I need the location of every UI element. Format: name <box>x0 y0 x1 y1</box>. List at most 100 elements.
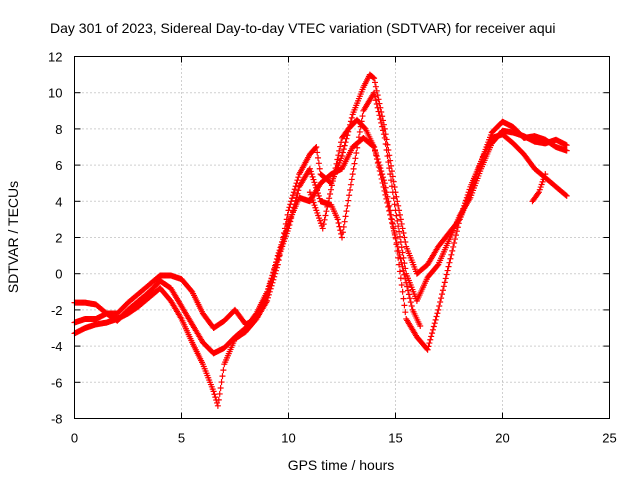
data-point-marker <box>429 326 436 333</box>
data-point-marker <box>270 269 277 276</box>
data-point-marker <box>392 235 399 242</box>
data-point-marker <box>452 236 459 243</box>
y-tick-label: 10 <box>48 86 62 101</box>
data-point-marker <box>316 165 323 172</box>
data-point-marker <box>386 207 393 214</box>
data-point-marker <box>217 384 224 391</box>
y-tick-label: -6 <box>51 375 63 390</box>
data-point-marker <box>349 171 356 178</box>
data-point-marker <box>395 223 402 230</box>
data-point-marker <box>337 143 344 150</box>
data-point-marker <box>291 186 298 193</box>
data-point-marker <box>432 316 439 323</box>
data-point-marker <box>339 153 345 160</box>
data-point-marker <box>401 271 408 278</box>
data-point-marker <box>372 83 379 90</box>
data-point-marker <box>280 236 287 243</box>
data-point-marker <box>400 229 407 236</box>
data-point-marker <box>388 215 395 222</box>
data-point-marker <box>396 268 403 275</box>
data-point-marker <box>326 195 333 202</box>
data-point-marker <box>395 247 402 254</box>
x-axis-label: GPS time / hours <box>288 457 395 473</box>
data-point-marker <box>327 190 334 197</box>
data-point-marker <box>400 295 407 302</box>
data-point-marker <box>390 195 397 202</box>
data-point-marker <box>401 234 408 241</box>
data-point-marker <box>382 191 389 198</box>
data-point-marker <box>315 154 322 161</box>
data-point-marker <box>295 174 302 181</box>
data-point-marker <box>385 159 392 166</box>
data-point-marker <box>339 234 345 241</box>
ticks-layer: 0 5 10 15 20 25 -8 -6 -4 -2 0 2 4 6 8 10 12 <box>48 50 617 446</box>
data-point-marker <box>279 239 286 246</box>
data-point-marker <box>388 183 395 190</box>
data-point-marker <box>307 168 314 175</box>
data-point-marker <box>351 160 358 167</box>
data-point-marker <box>382 140 389 147</box>
data-point-marker <box>380 127 387 134</box>
data-point-marker <box>425 343 432 350</box>
data-point-marker <box>308 171 315 178</box>
data-point-marker <box>534 190 541 197</box>
data-point-marker <box>353 150 360 157</box>
y-tick-label: 8 <box>55 122 62 137</box>
data-point-marker <box>334 156 341 163</box>
data-point-marker <box>435 306 442 313</box>
data-point-marker <box>385 203 392 210</box>
data-point-marker <box>384 199 391 206</box>
data-point-marker <box>450 243 457 250</box>
data-point-marker <box>375 108 382 115</box>
data-point-marker <box>563 147 570 154</box>
y-tick-label: -2 <box>51 303 63 318</box>
data-point-marker <box>289 195 296 202</box>
data-point-marker <box>417 322 424 329</box>
data-point-marker <box>269 272 276 279</box>
data-point-marker <box>451 240 458 247</box>
data-point-marker <box>332 165 339 172</box>
data-point-marker <box>448 251 455 258</box>
data-point-marker <box>436 302 443 309</box>
data-point-marker <box>273 259 280 266</box>
data-point-marker <box>340 223 347 230</box>
data-point-marker <box>376 167 383 174</box>
x-tick-label: 10 <box>281 431 295 446</box>
data-point-marker <box>388 177 395 184</box>
data-point-marker <box>345 197 352 204</box>
data-point-marker <box>395 202 402 209</box>
data-point-marker <box>344 202 351 209</box>
data-point-marker <box>272 262 279 269</box>
data-point-marker <box>399 288 406 295</box>
data-point-marker <box>398 259 405 266</box>
data-point-marker <box>378 175 385 182</box>
data-point-marker <box>380 183 387 190</box>
data-point-marker <box>316 195 323 202</box>
data-point-marker <box>325 199 332 206</box>
data-point-marker <box>426 340 433 347</box>
data-point-marker <box>330 173 337 180</box>
data-point-marker <box>338 139 345 146</box>
data-point-marker <box>453 228 460 235</box>
data-point-marker <box>320 221 327 228</box>
data-point-marker <box>402 275 409 282</box>
data-point-marker <box>341 218 348 225</box>
data-point-marker <box>397 239 404 246</box>
data-point-marker <box>380 131 387 138</box>
data-point-marker <box>562 192 569 199</box>
data-point-marker <box>314 149 321 156</box>
data-point-marker <box>388 168 395 175</box>
x-tick-label: 5 <box>178 431 185 446</box>
data-point-marker <box>383 195 390 202</box>
data-point-marker <box>336 147 343 154</box>
data-point-marker <box>397 216 404 223</box>
data-point-marker <box>408 303 415 310</box>
data-point-marker <box>389 219 396 226</box>
data-point-marker <box>278 241 285 248</box>
data-point-marker <box>391 231 398 238</box>
data-point-marker <box>372 97 379 104</box>
data-point-marker <box>455 220 462 227</box>
data-point-marker <box>275 249 282 256</box>
data-point-marker <box>449 247 456 254</box>
